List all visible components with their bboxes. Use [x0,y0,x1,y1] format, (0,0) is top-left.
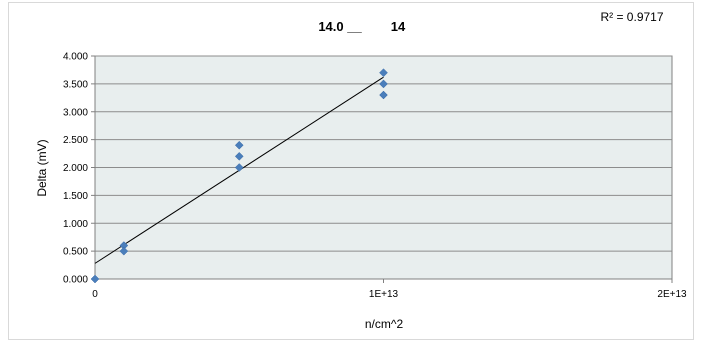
data-point-diamond [119,246,129,256]
data-point-diamond [379,79,388,89]
r-squared-annotation: R² = 0.9717 [600,10,663,24]
y-tick-label: 2.000 [63,163,88,174]
chart-title-left: 14.0 __ [318,19,362,34]
y-tick-label: 0.500 [63,247,88,258]
data-point-diamond [234,140,244,150]
data-points [90,68,388,284]
x-tick-label: 1E+13 [369,289,399,300]
chart-title-right: 14 [391,19,406,34]
y-tick-label: 2.500 [63,135,88,146]
y-tick-label: 4.000 [63,52,88,63]
data-point-diamond [379,90,388,100]
x-tick-label: 2E+13 [657,289,687,300]
data-point-diamond [379,68,388,78]
gridlines [91,55,672,280]
data-point-diamond [234,151,244,161]
y-tick-labels: 0.000 0.500 1.000 1.500 2.000 2.500 3.000 3.500… [63,52,88,286]
y-tick-label: 1.500 [63,191,88,202]
x-axis-label: n/cm^2 [365,317,404,331]
y-axis-label: Delta (mV) [35,139,49,196]
x-tick-label: 0 [92,289,98,300]
y-tick-label: 0.000 [63,275,88,286]
data-point-diamond [234,163,244,172]
y-tick-label: 3.500 [63,79,88,90]
y-tick-label: 1.000 [63,219,88,230]
x-tick-labels: 0 1E+13 2E+13 [92,279,687,300]
data-point-diamond [90,274,100,284]
y-tick-label: 3.000 [63,107,88,118]
